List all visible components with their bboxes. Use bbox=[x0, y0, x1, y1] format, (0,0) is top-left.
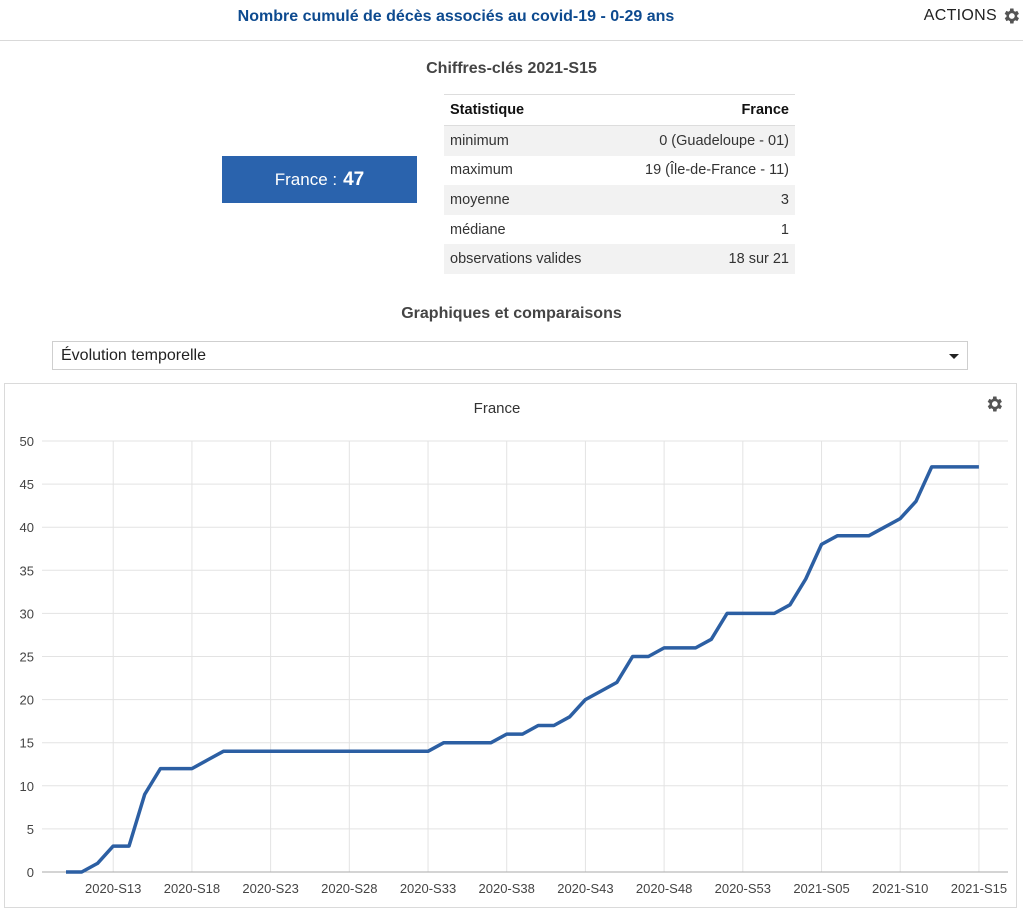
table-row: maximum 19 (Île-de-France - 11) bbox=[444, 156, 795, 186]
chart-frame bbox=[4, 383, 1017, 908]
row-label: médiane bbox=[450, 221, 506, 238]
series-line-france bbox=[66, 465, 979, 874]
row-label: maximum bbox=[450, 162, 513, 179]
table-row: médiane 1 bbox=[444, 215, 795, 245]
gear-icon bbox=[1004, 8, 1019, 24]
x-tick-label: 2020-S13 bbox=[85, 881, 141, 896]
table-header: Statistique France bbox=[444, 94, 795, 126]
y-tick-label: 40 bbox=[20, 520, 34, 535]
y-tick-label: 35 bbox=[20, 563, 34, 578]
x-tick-label: 2020-S38 bbox=[479, 881, 535, 896]
x-tick-label: 2020-S33 bbox=[400, 881, 456, 896]
line-chart: France 0 5 10 15 20 25 30 35 40 45 50 2020-S13 2020… bbox=[20, 400, 1008, 896]
x-tick-label: 2020-S43 bbox=[557, 881, 613, 896]
page-title: Nombre cumulé de décès associés au covid… bbox=[237, 8, 675, 25]
chart-type-selected: Évolution temporelle bbox=[61, 347, 206, 364]
caret-down-icon bbox=[949, 354, 959, 359]
row-label: moyenne bbox=[444, 185, 613, 215]
header-bar: Nombre cumulé de décès associés au covid… bbox=[0, 0, 1023, 41]
table-row: observations valides 18 sur 21 bbox=[444, 244, 795, 274]
y-tick-label: 45 bbox=[20, 477, 34, 492]
x-tick-label: 2020-S28 bbox=[321, 881, 377, 896]
key-figures-table: Statistique France minimum 0 (Guadeloupe… bbox=[444, 94, 795, 274]
chart-title: France bbox=[474, 400, 521, 417]
y-tick-label: 15 bbox=[20, 736, 34, 751]
table-row: minimum 0 (Guadeloupe - 01) bbox=[444, 125, 795, 156]
x-tick-label: 2020-S48 bbox=[636, 881, 692, 896]
france-value: 47 bbox=[343, 168, 365, 190]
actions-button[interactable]: ACTIONS bbox=[924, 6, 1021, 26]
x-tick-label: 2020-S23 bbox=[242, 881, 298, 896]
x-tick-label: 2021-S15 bbox=[951, 881, 1007, 896]
col-statistic: Statistique bbox=[444, 94, 613, 126]
chart-settings-gear-icon[interactable] bbox=[984, 394, 1004, 414]
row-value: 3 bbox=[612, 185, 795, 215]
row-label: observations valides bbox=[444, 244, 613, 274]
key-figures-heading: Chiffres-clés 2021-S15 bbox=[426, 60, 597, 77]
row-label: minimum bbox=[444, 125, 613, 156]
actions-label: ACTIONS bbox=[923, 7, 997, 24]
x-tick-label: 2021-S10 bbox=[872, 881, 928, 896]
y-tick-label: 0 bbox=[27, 865, 34, 880]
y-tick-label: 50 bbox=[20, 434, 34, 449]
x-tick-label: 2021-S05 bbox=[793, 881, 849, 896]
x-tick-label: 2020-S18 bbox=[164, 881, 220, 896]
row-value: 0 (Guadeloupe - 01) bbox=[612, 125, 795, 156]
y-tick-label: 30 bbox=[20, 606, 34, 621]
france-label: France : bbox=[274, 169, 338, 189]
row-value: 18 sur 21 bbox=[612, 244, 795, 274]
table-row: moyenne 3 bbox=[444, 185, 795, 215]
y-tick-label: 5 bbox=[27, 822, 34, 837]
row-value: 19 (Île-de-France - 11) bbox=[645, 162, 789, 179]
france-value-badge: France : 47 bbox=[222, 156, 417, 203]
col-france: France bbox=[612, 94, 795, 126]
charts-heading: Graphiques et comparaisons bbox=[401, 305, 622, 322]
x-tick-label: 2020-S53 bbox=[715, 881, 771, 896]
y-tick-label: 10 bbox=[20, 779, 34, 794]
row-value: 1 bbox=[780, 221, 789, 238]
y-tick-label: 25 bbox=[20, 650, 34, 665]
chart-type-select[interactable]: Évolution temporelle bbox=[52, 341, 968, 370]
y-tick-label: 20 bbox=[20, 693, 34, 708]
